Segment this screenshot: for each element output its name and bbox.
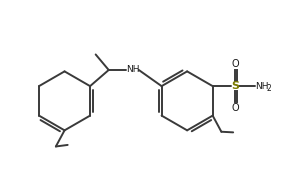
Text: 2: 2: [267, 84, 271, 93]
Text: O: O: [231, 59, 239, 69]
Text: NH: NH: [126, 66, 140, 75]
Text: O: O: [231, 103, 239, 113]
Text: NH: NH: [255, 82, 269, 91]
Text: S: S: [231, 81, 239, 91]
